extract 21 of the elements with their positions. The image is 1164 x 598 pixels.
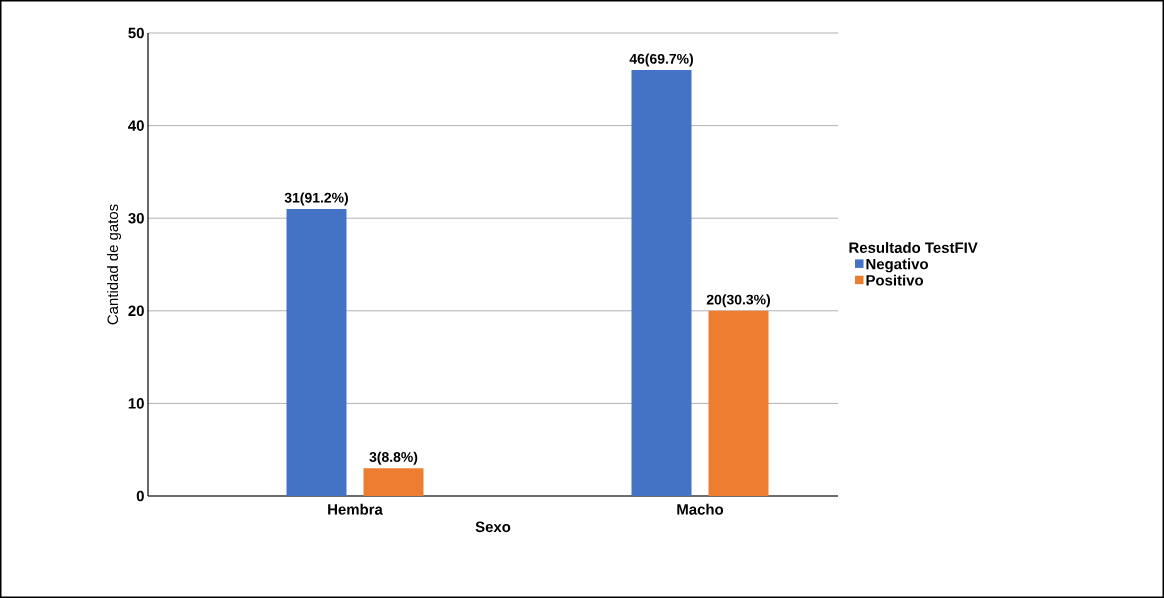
- legend-label: Positivo: [866, 274, 924, 286]
- data-label: 3(8.8%): [369, 451, 418, 465]
- y-tick-label: 10: [128, 398, 144, 409]
- data-label: 31(91.2%): [284, 192, 348, 206]
- x-tick-label: Hembra: [328, 503, 383, 515]
- data-label: 20(30.3%): [706, 294, 770, 308]
- y-tick-label: 0: [136, 490, 144, 502]
- y-tick-label: 40: [128, 120, 144, 131]
- y-tick-label: 20: [128, 305, 144, 317]
- bar: [631, 70, 692, 496]
- legend-title: Resultado TestFIV: [849, 242, 978, 253]
- y-axis-title: Cantidad de gatos: [107, 204, 122, 325]
- bar: [708, 310, 769, 496]
- bar: [286, 208, 347, 496]
- x-axis-title: Sexo: [475, 521, 511, 533]
- legend-label: Negativo: [866, 258, 929, 273]
- y-tick-label: 50: [128, 27, 144, 39]
- data-label: 46(69.7%): [629, 53, 693, 67]
- y-tick-label: 30: [128, 212, 144, 224]
- x-tick-label: Macho: [677, 503, 724, 515]
- bar: [363, 468, 424, 496]
